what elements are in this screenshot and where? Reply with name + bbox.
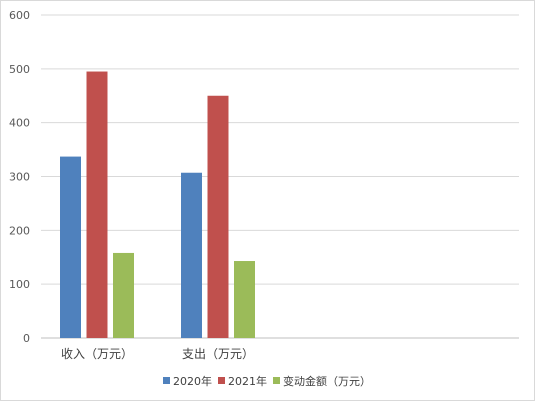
legend: 2020年 2021年 变动金额（万元） bbox=[163, 374, 371, 388]
bar bbox=[113, 252, 134, 338]
bar bbox=[86, 71, 108, 339]
bar bbox=[181, 172, 202, 338]
y-axis-tick-labels: 0 100 200 300 400 500 600 bbox=[9, 9, 30, 345]
legend-label: 2021年 bbox=[228, 374, 267, 388]
y-tick-label: 400 bbox=[9, 117, 30, 130]
y-tick-label: 300 bbox=[9, 171, 30, 184]
bar bbox=[60, 156, 81, 338]
x-category-label: 支出（万元） bbox=[182, 347, 254, 361]
legend-swatch bbox=[218, 377, 225, 384]
gridlines bbox=[41, 14, 519, 339]
bar bbox=[207, 95, 229, 338]
legend-label: 变动金额（万元） bbox=[283, 374, 371, 388]
x-axis-category-labels: 收入（万元） 支出（万元） bbox=[61, 347, 254, 361]
y-tick-label: 600 bbox=[9, 9, 30, 22]
bar bbox=[234, 261, 255, 338]
y-tick-label: 500 bbox=[9, 63, 30, 76]
legend-swatch bbox=[273, 377, 280, 384]
y-tick-label: 0 bbox=[23, 332, 30, 345]
bars bbox=[60, 71, 255, 339]
legend-swatch bbox=[163, 377, 170, 384]
y-tick-label: 100 bbox=[9, 278, 30, 291]
legend-label: 2020年 bbox=[173, 374, 212, 388]
y-tick-label: 200 bbox=[9, 224, 30, 237]
x-category-label: 收入（万元） bbox=[61, 347, 133, 361]
